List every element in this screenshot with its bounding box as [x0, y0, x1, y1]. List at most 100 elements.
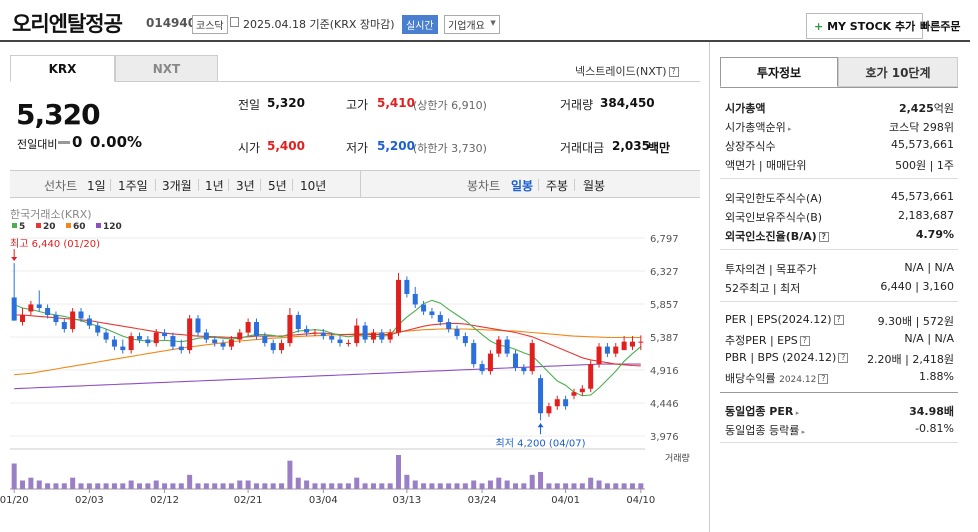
- volume-bar: [20, 480, 26, 489]
- market-badge: 코스닥: [192, 15, 228, 34]
- candle-body: [36, 304, 42, 308]
- ma120-line: [14, 363, 641, 390]
- volume-bar: [604, 483, 610, 489]
- help-icon[interactable]: ?: [833, 315, 844, 325]
- help-icon[interactable]: ?: [668, 67, 679, 77]
- period-10y[interactable]: 10년: [300, 179, 327, 193]
- help-icon[interactable]: ?: [818, 374, 829, 384]
- ma5-line: [13, 299, 642, 397]
- amount-label: 거래대금: [560, 141, 605, 155]
- help-icon[interactable]: ?: [799, 336, 810, 346]
- candle-body: [103, 332, 109, 340]
- period-1w[interactable]: 1주일: [118, 179, 148, 193]
- tab-nxt[interactable]: NXT: [115, 55, 218, 82]
- realtime-badge[interactable]: 실시간: [402, 15, 438, 34]
- candle-body: [504, 339, 510, 354]
- price-chart[interactable]: 한국거래소(KRX) 5 20 60 120 6,797 6,327 5,857 5,387…: [0, 200, 705, 532]
- candle-body: [621, 341, 627, 351]
- volume-bar: [437, 483, 443, 489]
- my-stock-add-button[interactable]: + MY STOCK 추가: [806, 13, 924, 39]
- candle-body: [604, 346, 610, 354]
- volume-bar: [253, 483, 259, 489]
- y-tick-label: 4,916: [650, 366, 679, 377]
- help-icon[interactable]: ?: [818, 232, 829, 242]
- tab-krx[interactable]: KRX: [10, 55, 115, 82]
- period-3m[interactable]: 3개월: [162, 179, 192, 193]
- volume-bar: [53, 483, 59, 489]
- candle-body: [329, 336, 335, 340]
- candle-body: [212, 339, 218, 344]
- candle-body: [345, 343, 351, 345]
- stock-name: 오리엔탈정공: [12, 12, 123, 36]
- candle-body: [120, 346, 126, 351]
- separator: [198, 179, 199, 191]
- low-arrow-head: [537, 423, 544, 428]
- my-stock-add-label: MY STOCK 추가: [827, 20, 916, 33]
- candle-body: [312, 332, 318, 334]
- candle-body: [45, 307, 51, 315]
- tab-orderbook[interactable]: 호가 10단계: [838, 57, 958, 87]
- candle-body: [203, 332, 209, 340]
- ma20-line: [14, 314, 641, 367]
- period-5y[interactable]: 5년: [268, 179, 287, 193]
- volume-bar: [345, 483, 351, 489]
- opinion-value: N/A | N/A: [904, 261, 954, 274]
- high-annotation: 최고 6,440 (01/20): [10, 238, 100, 250]
- industry-per-label-text: 동일업종 PER: [725, 405, 794, 418]
- period-1y[interactable]: 1년: [205, 179, 224, 193]
- quick-order-link[interactable]: 빠른주문: [920, 20, 961, 33]
- candle-body: [78, 311, 84, 319]
- per-label-text: PER | EPS(2024.12): [725, 313, 832, 326]
- volume-bar: [613, 483, 619, 489]
- row-divider: [720, 392, 958, 393]
- period-3y[interactable]: 3년: [236, 179, 255, 193]
- chart-source: 한국거래소(KRX): [10, 208, 92, 221]
- est-per-label: 추정PER | EPS?: [725, 332, 810, 348]
- industry-rate-label[interactable]: 동일업종 등락률 ▸: [725, 422, 805, 438]
- candle-monthly[interactable]: 월봉: [583, 179, 606, 193]
- period-1d[interactable]: 1일: [87, 179, 106, 193]
- separator: [155, 179, 156, 191]
- x-tick-label: 02/12: [150, 495, 179, 506]
- candle-daily[interactable]: 일봉: [511, 179, 534, 193]
- company-overview-button[interactable]: 기업개요 ▼: [444, 15, 500, 34]
- panel-divider: [709, 42, 710, 532]
- low-annotation: 최저 4,200 (04/07): [496, 437, 586, 449]
- separator: [110, 179, 111, 191]
- candle-weekly[interactable]: 주봉: [546, 179, 569, 193]
- tab-invest-info[interactable]: 투자정보: [720, 57, 838, 87]
- market-cap-unit: 억원: [933, 102, 954, 115]
- volume-bar: [178, 483, 184, 489]
- volume-bar: [638, 483, 644, 489]
- candle-body: [370, 332, 376, 340]
- legend-label-120: 120: [103, 222, 122, 232]
- volume-bar: [145, 483, 151, 489]
- candle-body: [128, 336, 134, 351]
- help-icon[interactable]: ?: [838, 353, 849, 363]
- face-label: 액면가 | 매매단위: [725, 159, 807, 172]
- line-chart-label: 선차트: [44, 179, 78, 193]
- candle-body: [245, 322, 251, 333]
- chart-grid: 6,797 6,327 5,857 5,387 4,916 4,446 3,976: [10, 234, 679, 490]
- nxt-link[interactable]: 넥스트레이드(NXT)?: [575, 63, 679, 79]
- open-label: 시가: [238, 141, 261, 155]
- candle-body: [53, 314, 59, 323]
- candle-body: [86, 318, 92, 326]
- candle-body: [228, 339, 234, 347]
- candle-body: [421, 304, 427, 312]
- volume-bar: [370, 483, 376, 489]
- volume-bar: [195, 483, 201, 489]
- change-label: 전일대비: [17, 138, 58, 151]
- chevron-right-icon: ▸: [793, 409, 800, 417]
- x-tick-label: 04/01: [551, 495, 580, 506]
- volume-bar: [70, 477, 76, 489]
- candle-body: [11, 297, 17, 321]
- candle-body: [629, 341, 635, 347]
- foreign-limit-label: 외국인한도주식수(A): [725, 192, 823, 205]
- x-tick-label: 02/03: [75, 495, 104, 506]
- candle-body: [512, 353, 518, 368]
- industry-per-label[interactable]: 동일업종 PER ▸: [725, 403, 799, 419]
- legend-swatch-5: [12, 223, 17, 228]
- candle-body: [454, 329, 460, 337]
- tab-underline: [720, 87, 958, 88]
